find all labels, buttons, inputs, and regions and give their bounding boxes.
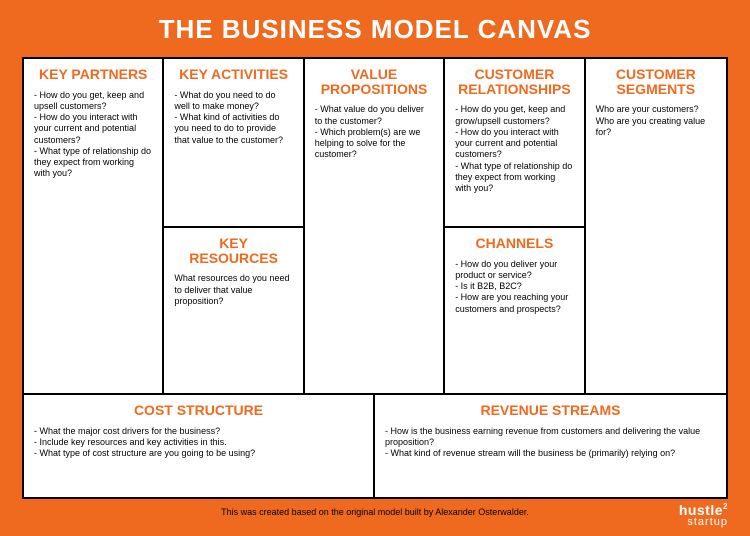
cell-key-partners: KEY PARTNERS - How do you get, keep and … xyxy=(24,59,164,393)
cell-customer-relationships: CUSTOMER RELATIONSHIPS - How do you get,… xyxy=(445,59,585,226)
cell-body: - How do you get, keep and upsell custom… xyxy=(34,90,152,180)
cell-title: CHANNELS xyxy=(455,236,573,251)
cell-body: - How do you get, keep and grow/upsell c… xyxy=(455,104,573,194)
cell-title: COST STRUCTURE xyxy=(34,403,363,418)
cell-title: VALUE PROPOSITIONS xyxy=(315,67,433,96)
cell-revenue-streams: REVENUE STREAMS - How is the business ea… xyxy=(375,395,726,497)
cell-body: - How do you deliver your product or ser… xyxy=(455,259,573,315)
cell-body: Who are your customers? Who are you crea… xyxy=(596,104,716,138)
cell-body: - What do you need to do well to make mo… xyxy=(174,90,292,146)
cell-key-resources: KEY RESOURCES What resources do you need… xyxy=(164,226,304,393)
brand-logo: hustle2 startup xyxy=(679,503,728,528)
cell-body: - How is the business earning revenue fr… xyxy=(385,426,716,460)
cell-value-propositions: VALUE PROPOSITIONS - What value do you d… xyxy=(305,59,445,393)
canvas-page: THE BUSINESS MODEL CANVAS KEY PARTNERS -… xyxy=(0,0,750,536)
cell-title: KEY PARTNERS xyxy=(34,67,152,82)
business-model-canvas: KEY PARTNERS - How do you get, keep and … xyxy=(22,57,728,499)
cell-key-activities: KEY ACTIVITIES - What do you need to do … xyxy=(164,59,304,226)
cell-title: CUSTOMER SEGMENTS xyxy=(596,67,716,96)
logo-sup: 2 xyxy=(723,502,728,511)
cell-channels: CHANNELS - How do you deliver your produ… xyxy=(445,226,585,393)
cell-title: CUSTOMER RELATIONSHIPS xyxy=(455,67,573,96)
logo-line2: startup xyxy=(679,517,728,528)
cell-title: REVENUE STREAMS xyxy=(385,403,716,418)
canvas-top-row: KEY PARTNERS - How do you get, keep and … xyxy=(24,59,726,393)
cell-body: - What the major cost drivers for the bu… xyxy=(34,426,363,460)
cell-title: KEY RESOURCES xyxy=(174,236,292,265)
canvas-bottom-row: COST STRUCTURE - What the major cost dri… xyxy=(24,393,726,497)
cell-cost-structure: COST STRUCTURE - What the major cost dri… xyxy=(24,395,375,497)
cell-title: KEY ACTIVITIES xyxy=(174,67,292,82)
logo-line1: hustle2 xyxy=(679,503,728,517)
cell-body: What resources do you need to deliver th… xyxy=(174,273,292,307)
cell-customer-segments: CUSTOMER SEGMENTS Who are your customers… xyxy=(586,59,726,393)
page-title: THE BUSINESS MODEL CANVAS xyxy=(22,14,728,45)
footer-attribution: This was created based on the original m… xyxy=(22,507,728,517)
cell-body: - What value do you deliver to the custo… xyxy=(315,104,433,160)
